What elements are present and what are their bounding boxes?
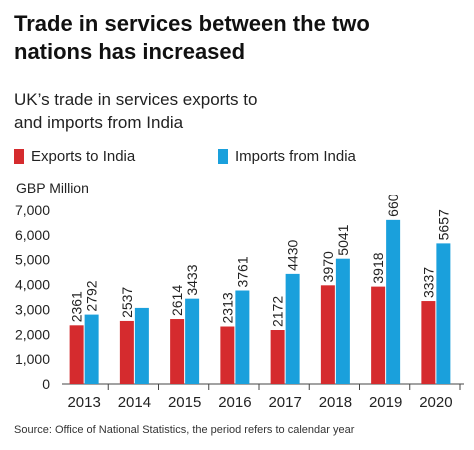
data-label: 6604: [385, 195, 401, 217]
data-label: 3433: [184, 264, 200, 295]
legend-label-imports: Imports from India: [235, 147, 356, 165]
legend-label-exports: Exports to India: [31, 147, 136, 165]
x-tick-label: 2017: [268, 394, 301, 411]
bar-imports: [84, 314, 99, 384]
bar-exports: [119, 320, 134, 384]
legend-imports: Imports from India: [218, 146, 356, 166]
legend-swatch-exports: [14, 148, 24, 164]
chart-title: Trade in services between the two nation…: [14, 10, 464, 66]
data-label: 3918: [370, 252, 386, 283]
bar-chart: 0 1,000 2,000 3,000 4,000 5,000 6,000 7,000 2013…: [15, 195, 464, 411]
data-label: 5041: [335, 224, 351, 255]
chart-subtitle: UK’s trade in services exports to and im…: [14, 88, 454, 134]
legend-exports: Exports to India: [14, 146, 135, 166]
bar-exports: [220, 326, 235, 384]
bar-imports: [235, 290, 250, 384]
y-tick-label: 2,000: [15, 326, 50, 342]
y-tick-label: 3,000: [15, 301, 50, 317]
data-label: 2614: [169, 285, 185, 316]
bar-imports: [386, 219, 401, 384]
bar-imports: [335, 258, 350, 384]
x-tick-label: 2016: [218, 394, 251, 411]
bar-imports: [134, 307, 149, 384]
y-tick-label: 1,000: [15, 351, 50, 367]
x-tick-label: 2014: [118, 394, 151, 411]
x-tick-label: 2015: [168, 394, 201, 411]
bar-exports: [270, 330, 285, 384]
y-tick-label: 6,000: [15, 227, 50, 243]
x-tick-label: 2013: [67, 394, 100, 411]
data-label: 3970: [320, 251, 336, 282]
bar-exports: [170, 319, 185, 384]
bar-imports: [185, 298, 200, 384]
title-line-2: nations has increased: [14, 39, 246, 64]
bar-imports: [285, 273, 300, 384]
data-label: 4430: [285, 240, 301, 271]
source-note: Source: Office of National Statistics, t…: [14, 424, 355, 436]
bar-imports: [436, 243, 451, 384]
data-label: 3337: [420, 267, 436, 298]
y-tick-label: 5,000: [15, 252, 50, 268]
bar-exports: [371, 286, 386, 384]
data-label: 2361: [69, 291, 85, 322]
bar-exports: [320, 285, 335, 384]
data-label: 2172: [270, 296, 286, 327]
y-axis-title: GBP Million: [16, 180, 89, 196]
bar-exports: [69, 325, 84, 384]
subtitle-line-1: UK’s trade in services exports to: [14, 90, 258, 109]
y-tick-label: 0: [42, 376, 50, 392]
data-label: 2537: [119, 287, 135, 318]
y-tick-label: 7,000: [15, 202, 50, 218]
x-tick-label: 2019: [369, 394, 402, 411]
data-label: 3761: [234, 256, 250, 287]
data-label: 2313: [219, 292, 235, 323]
legend-swatch-imports: [218, 148, 228, 164]
data-label: 2792: [84, 280, 100, 311]
x-tick-label: 2018: [319, 394, 352, 411]
subtitle-line-2: and imports from India: [14, 113, 184, 132]
x-tick-label: 2020: [419, 394, 452, 411]
y-tick-label: 4,000: [15, 277, 50, 293]
data-label: 5657: [435, 209, 451, 240]
bar-exports: [421, 301, 436, 384]
title-line-1: Trade in services between the two: [14, 11, 370, 36]
